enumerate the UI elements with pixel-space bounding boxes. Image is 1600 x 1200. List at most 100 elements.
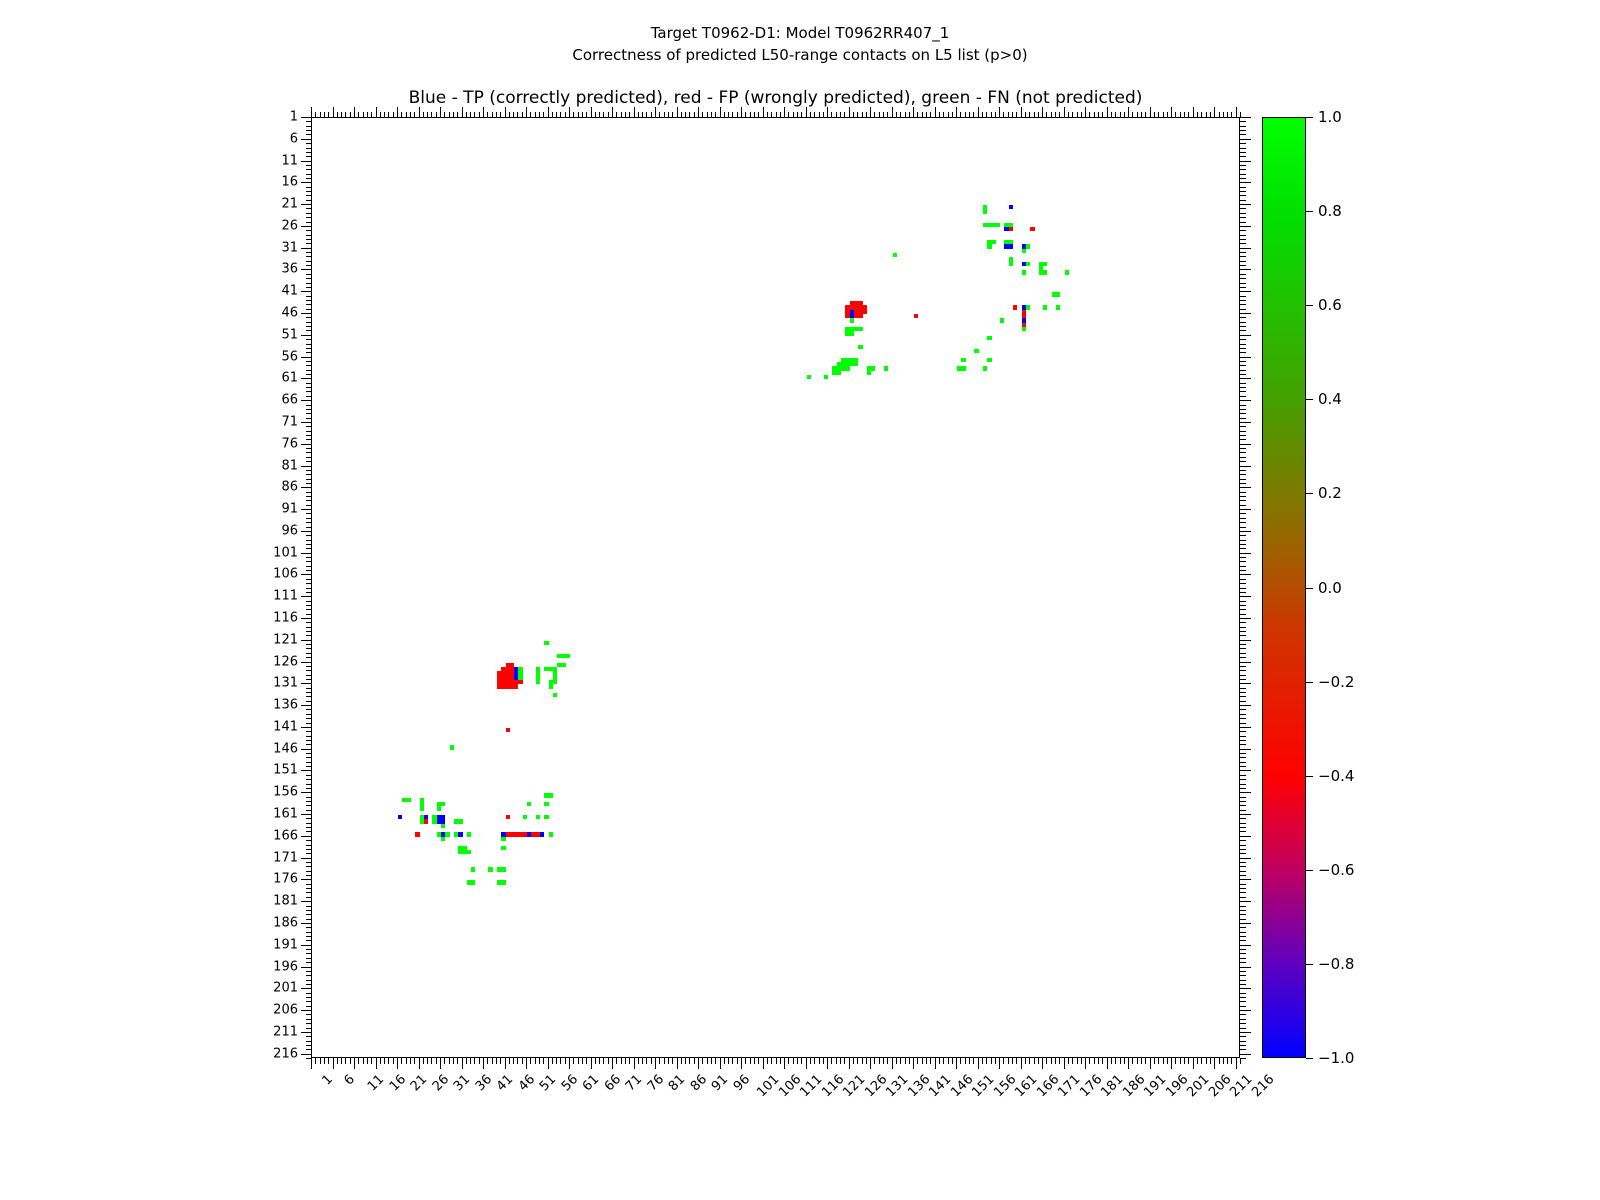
contact-cell-fp [862, 305, 867, 310]
colorbar-tick-label: −0.2 [1318, 672, 1355, 691]
x-tick [1218, 1058, 1220, 1064]
contact-cell-fp [509, 666, 515, 672]
x-tick [590, 1058, 592, 1069]
colorbar-tick [1306, 587, 1313, 589]
x-tick [973, 112, 975, 118]
y-tick [301, 291, 312, 293]
x-tick-label: 216 [1248, 1072, 1278, 1101]
y-tick [306, 918, 312, 920]
x-tick [452, 1058, 454, 1064]
y-tick [301, 247, 312, 249]
y-tick [306, 561, 312, 563]
y-tick [301, 356, 312, 358]
contact-cell-fn [892, 253, 897, 258]
y-tick [306, 273, 312, 275]
colorbar-tick-label: 0.4 [1318, 390, 1342, 409]
contact-cell-fn [449, 745, 454, 750]
x-tick [590, 107, 592, 118]
y-tick [306, 417, 312, 419]
x-tick [362, 1058, 364, 1064]
y-tick [306, 1001, 312, 1003]
x-tick [676, 107, 678, 118]
contact-cell-fn [866, 366, 872, 371]
x-tick [1080, 112, 1082, 118]
x-tick [1119, 1058, 1121, 1064]
colorbar-tick-labels: 1.0 0.8 0.6 0.4 0.2 0.0 −0.2 −0.4 −0.6 −0.8 −1.0 [1318, 108, 1388, 1067]
x-tick [474, 112, 476, 118]
x-tick [1042, 107, 1044, 118]
contact-cell-fp [496, 684, 502, 689]
contact-map-plot-area[interactable] [311, 117, 1240, 1058]
y-tick [306, 570, 312, 572]
x-tick [835, 1058, 837, 1064]
y-tick [306, 875, 312, 877]
y-tick [306, 957, 312, 959]
y-tick [306, 295, 312, 297]
x-tick [414, 1058, 416, 1064]
x-tick [934, 1058, 936, 1069]
x-tick [926, 1058, 928, 1064]
contact-cell-fn [419, 815, 424, 820]
y-tick [306, 369, 312, 371]
x-tick [1141, 1058, 1143, 1064]
y-tick-label: 36 [281, 261, 298, 277]
contact-cell-fp [505, 832, 510, 837]
x-tick [366, 1058, 368, 1064]
x-tick [934, 107, 936, 118]
y-tick [1240, 356, 1251, 358]
x-tick [1110, 112, 1112, 118]
contact-cell-fp [853, 314, 859, 319]
y-tick [1240, 648, 1246, 650]
contact-cell-fp [1021, 309, 1026, 315]
contact-cell-fn [544, 801, 549, 807]
contact-cell-fn [858, 344, 863, 349]
y-tick-label: 61 [281, 370, 298, 386]
x-tick [504, 107, 506, 118]
y-tick [306, 883, 312, 885]
y-tick [306, 652, 312, 654]
y-tick [306, 583, 312, 585]
x-tick [1184, 112, 1186, 118]
y-tick [1240, 491, 1246, 493]
contact-cell-fp [496, 671, 502, 676]
x-tick [689, 112, 691, 118]
contact-cell-fp [496, 679, 502, 685]
y-tick [1240, 269, 1251, 271]
x-tick [917, 1058, 919, 1064]
x-tick [852, 112, 854, 118]
x-tick [521, 112, 523, 118]
x-tick [345, 1058, 347, 1064]
y-tick [306, 539, 312, 541]
x-tick [870, 1058, 872, 1069]
y-tick [306, 321, 312, 323]
y-tick [306, 343, 312, 345]
x-tick [650, 1058, 652, 1064]
x-tick [384, 1058, 386, 1064]
contact-cell-fn [1000, 318, 1005, 323]
x-tick [706, 1058, 708, 1064]
y-tick [1240, 1036, 1246, 1038]
y-tick [1240, 543, 1246, 545]
y-tick [306, 452, 312, 454]
y-tick [1240, 944, 1251, 946]
y-tick [1240, 753, 1246, 755]
y-tick [306, 931, 312, 933]
y-tick [1240, 665, 1246, 667]
y-tick [306, 347, 312, 349]
x-tick-label: 81 [665, 1072, 689, 1095]
y-tick [306, 787, 312, 789]
x-tick [1067, 1058, 1069, 1064]
x-tick [1106, 1058, 1108, 1069]
x-tick [801, 112, 803, 118]
contact-cell-tp [1021, 244, 1026, 249]
contact-cell-fn [832, 370, 837, 376]
contact-cell-fp [505, 727, 510, 733]
x-tick [1080, 1058, 1082, 1064]
y-tick [1240, 570, 1246, 572]
y-tick [1240, 378, 1251, 380]
y-tick [1240, 613, 1246, 615]
x-tick [981, 112, 983, 118]
y-tick [1240, 487, 1251, 489]
y-tick [306, 818, 312, 820]
x-tick [624, 112, 626, 118]
